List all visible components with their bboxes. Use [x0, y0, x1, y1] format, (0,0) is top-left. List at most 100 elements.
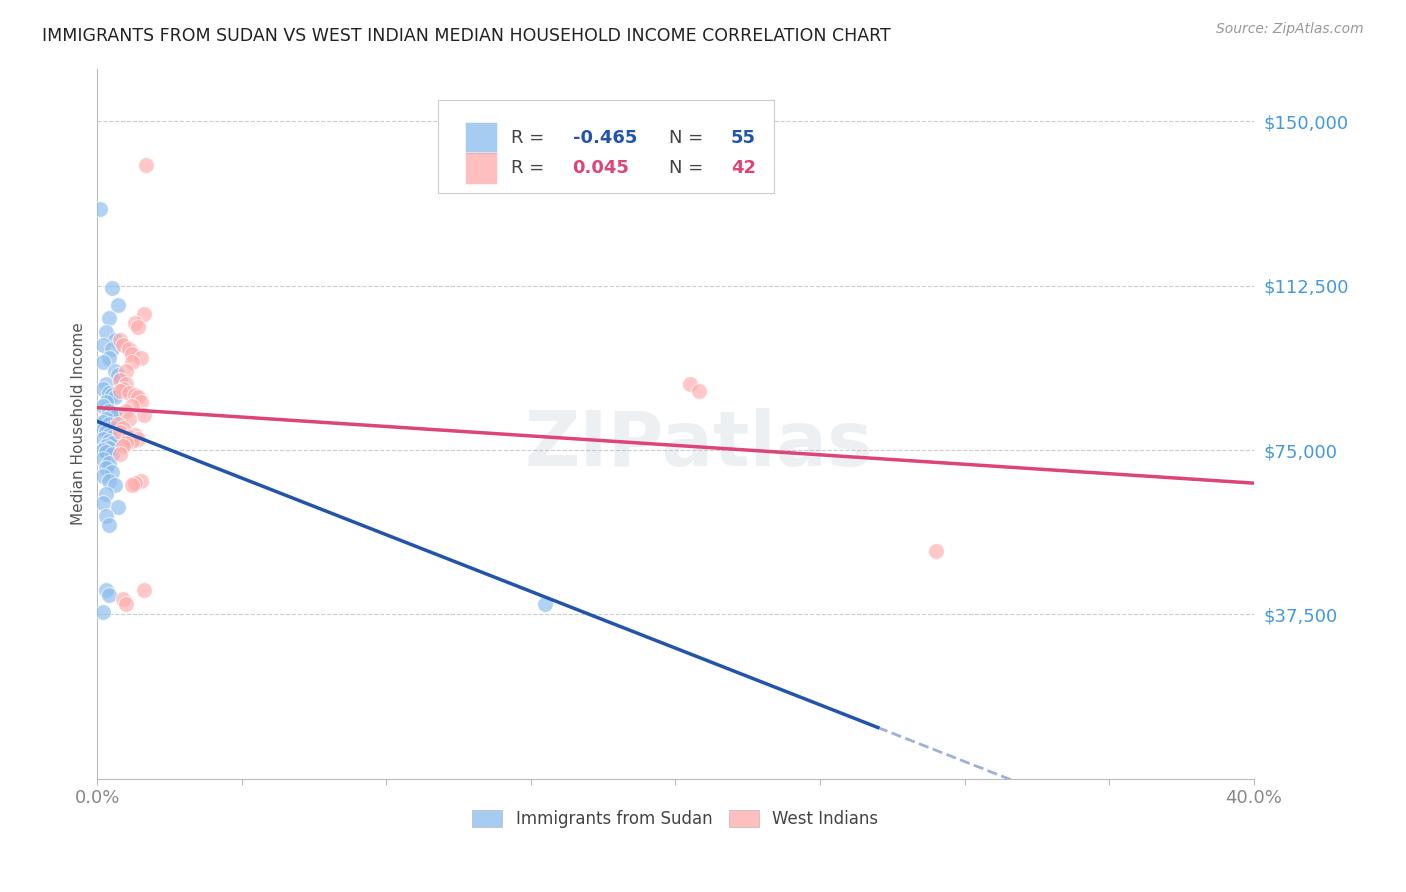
- Point: [121, 346, 143, 360]
- Point: [101, 281, 124, 295]
- Point: [129, 394, 152, 409]
- Point: [115, 364, 138, 378]
- Point: [118, 342, 141, 356]
- Bar: [465, 152, 498, 184]
- Point: [97, 588, 120, 602]
- Point: [132, 408, 155, 422]
- Point: [112, 439, 135, 453]
- Point: [118, 430, 141, 444]
- Point: [135, 158, 157, 172]
- Point: [94, 460, 117, 475]
- Point: [97, 351, 120, 365]
- Point: [97, 403, 120, 417]
- Point: [97, 517, 120, 532]
- Point: [91, 399, 114, 413]
- Text: 0.045: 0.045: [572, 159, 630, 177]
- Point: [124, 427, 146, 442]
- Point: [107, 500, 129, 514]
- Point: [94, 583, 117, 598]
- Point: [104, 364, 127, 378]
- Point: [104, 478, 127, 492]
- FancyBboxPatch shape: [439, 101, 773, 193]
- Point: [101, 342, 124, 356]
- Point: [91, 443, 114, 458]
- Text: R =: R =: [512, 129, 550, 147]
- Point: [104, 410, 127, 425]
- Point: [121, 355, 143, 369]
- Point: [121, 399, 143, 413]
- Point: [112, 338, 135, 352]
- Point: [132, 307, 155, 321]
- Point: [110, 373, 132, 387]
- Point: [112, 421, 135, 435]
- Point: [107, 368, 129, 383]
- Point: [124, 475, 146, 490]
- Point: [91, 338, 114, 352]
- Text: N =: N =: [668, 159, 709, 177]
- Point: [97, 456, 120, 470]
- Text: Source: ZipAtlas.com: Source: ZipAtlas.com: [1216, 22, 1364, 37]
- Point: [91, 605, 114, 619]
- Text: ZIPatlas: ZIPatlas: [524, 408, 873, 482]
- Point: [104, 334, 127, 348]
- Text: R =: R =: [512, 159, 550, 177]
- Point: [129, 474, 152, 488]
- Point: [101, 388, 124, 402]
- Point: [110, 373, 132, 387]
- Point: [91, 423, 114, 437]
- Point: [91, 469, 114, 483]
- Bar: [465, 122, 498, 154]
- Point: [107, 417, 129, 431]
- Point: [94, 377, 117, 392]
- Legend: Immigrants from Sudan, West Indians: Immigrants from Sudan, West Indians: [465, 803, 886, 835]
- Point: [97, 434, 120, 449]
- Point: [94, 445, 117, 459]
- Point: [97, 441, 120, 455]
- Point: [115, 403, 138, 417]
- Point: [101, 408, 124, 422]
- Point: [118, 412, 141, 426]
- Point: [121, 434, 143, 449]
- Point: [94, 439, 117, 453]
- Point: [101, 465, 124, 479]
- Point: [110, 447, 132, 461]
- Point: [107, 298, 129, 312]
- Y-axis label: Median Household Income: Median Household Income: [72, 322, 86, 525]
- Point: [127, 391, 149, 405]
- Point: [94, 508, 117, 523]
- Point: [97, 386, 120, 401]
- Point: [94, 394, 117, 409]
- Point: [127, 432, 149, 446]
- Point: [101, 430, 124, 444]
- Point: [118, 386, 141, 401]
- Point: [132, 583, 155, 598]
- Text: IMMIGRANTS FROM SUDAN VS WEST INDIAN MEDIAN HOUSEHOLD INCOME CORRELATION CHART: IMMIGRANTS FROM SUDAN VS WEST INDIAN MED…: [42, 27, 891, 45]
- Point: [91, 355, 114, 369]
- Point: [101, 447, 124, 461]
- Point: [94, 425, 117, 440]
- Point: [115, 377, 138, 392]
- Point: [94, 487, 117, 501]
- Point: [97, 311, 120, 326]
- Point: [97, 417, 120, 431]
- Point: [91, 451, 114, 466]
- Point: [89, 202, 111, 216]
- Point: [91, 382, 114, 396]
- Text: 55: 55: [731, 129, 756, 147]
- Point: [110, 334, 132, 348]
- Point: [101, 421, 124, 435]
- Point: [91, 432, 114, 446]
- Point: [924, 544, 946, 558]
- Point: [91, 415, 114, 429]
- Point: [97, 474, 120, 488]
- Text: 42: 42: [731, 159, 756, 177]
- Point: [534, 597, 557, 611]
- Point: [679, 377, 702, 392]
- Point: [127, 320, 149, 334]
- Point: [688, 384, 710, 398]
- Point: [101, 436, 124, 450]
- Point: [115, 436, 138, 450]
- Point: [94, 412, 117, 426]
- Point: [110, 384, 132, 398]
- Point: [94, 325, 117, 339]
